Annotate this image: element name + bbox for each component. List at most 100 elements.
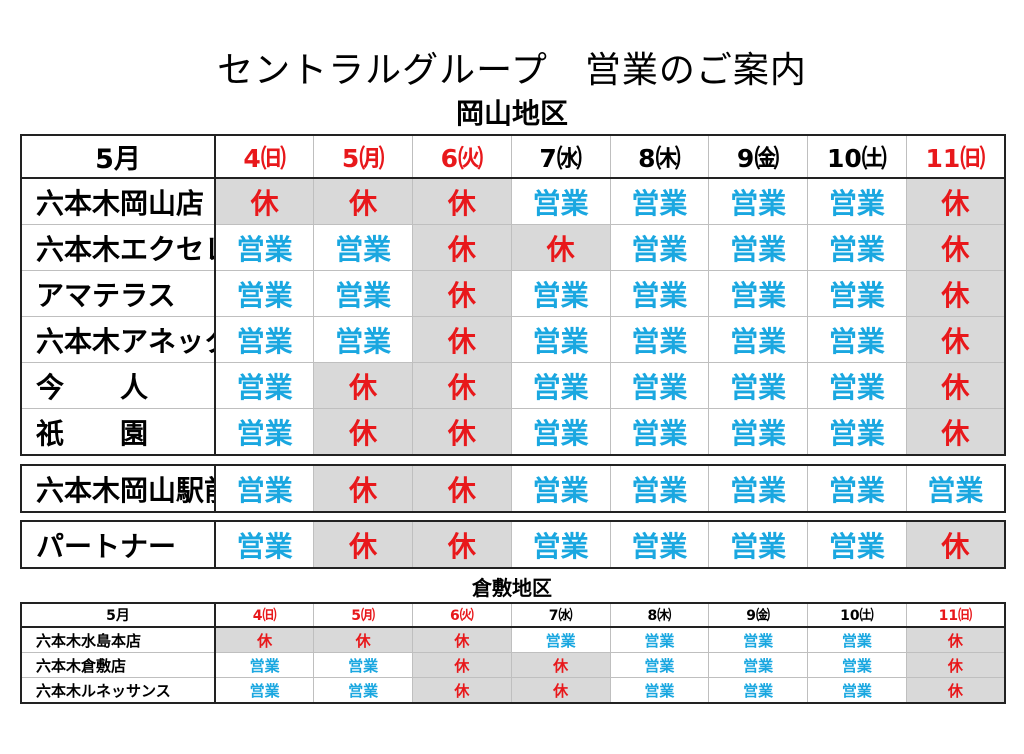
okayama-status-cell: 営業: [708, 270, 808, 317]
kurashiki-status-cell: 営業: [807, 626, 907, 653]
okayama-status-cell: 営業: [215, 408, 315, 455]
okayama-status-cell: 休: [313, 408, 413, 455]
okayama-day-header: 7㈬: [511, 135, 611, 179]
okayama-status-cell: 営業: [610, 177, 710, 225]
page-title: セントラルグループ 営業のご案内: [217, 50, 807, 91]
okayama-store-row: 六本木エクセレント営業営業休休営業営業営業休: [21, 224, 1006, 271]
kurashiki-status-cell: 休: [412, 677, 512, 703]
kurashiki-status-cell: 休: [906, 626, 1006, 653]
kurashiki-status-cell: 営業: [215, 677, 315, 703]
okayama-status-cell: 営業: [511, 316, 611, 363]
okayama-status-cell: 休: [906, 270, 1006, 317]
okayama-status-cell: 営業: [610, 362, 710, 409]
okayama-partner-status-cell: 営業: [610, 521, 710, 568]
okayama-status-cell: 営業: [708, 362, 808, 409]
okayama-ekimae-status-cell: 営業: [511, 465, 611, 512]
kurashiki-day-header: 9㈮: [708, 603, 808, 628]
kurashiki-header-row: 5月 4㈰ 5㈪ 6㈫ 7㈬ 8㈭ 9㈮ 10㈯ 11㈰: [21, 603, 1006, 628]
kurashiki-status-cell: 営業: [708, 652, 808, 678]
okayama-day-header: 10㈯: [807, 135, 907, 179]
okayama-partner-store-row: パートナー 営業休休営業 営業 営業 営業休: [21, 521, 1006, 568]
kurashiki-status-cell: 休: [215, 626, 315, 653]
okayama-store-name: 六本木アネックス: [21, 316, 216, 363]
okayama-status-cell: 休: [412, 177, 512, 225]
okayama-ekimae-status-cell: 営業: [610, 465, 710, 512]
okayama-status-cell: 営業: [313, 316, 413, 363]
okayama-status-cell: 休: [906, 362, 1006, 409]
okayama-partner-status-cell: 休: [313, 521, 413, 568]
okayama-schedule-table: 5月 4㈰ 5㈪ 6㈫ 7㈬ 8㈭ 9㈮ 10㈯ 11㈰ 六本木岡山店休休休営業 営業 営業 営業休六本…: [20, 134, 1006, 456]
kurashiki-status-cell: 休: [906, 677, 1006, 703]
kurashiki-status-cell: 休: [511, 652, 611, 678]
okayama-partner-table: パートナー 営業休休営業 営業 営業 営業休: [20, 520, 1006, 569]
okayama-store-name: 祇 園: [21, 408, 216, 455]
okayama-partner-status-cell: 営業: [215, 521, 315, 568]
okayama-store-row: 六本木アネックス営業営業休営業営業営業営業休: [21, 316, 1006, 363]
okayama-status-cell: 営業: [313, 224, 413, 271]
okayama-status-cell: 休: [906, 177, 1006, 225]
okayama-status-cell: 営業: [708, 224, 808, 271]
okayama-status-cell: 営業: [807, 177, 907, 225]
kurashiki-store-name: 六本木倉敷店: [21, 652, 216, 678]
okayama-status-cell: 休: [412, 224, 512, 271]
okayama-partner-status-cell: 休: [412, 521, 512, 568]
okayama-status-cell: 営業: [215, 316, 315, 363]
okayama-status-cell: 営業: [610, 224, 710, 271]
kurashiki-status-cell: 営業: [708, 626, 808, 653]
kurashiki-status-cell: 営業: [511, 626, 611, 653]
kurashiki-day-header: 4㈰: [215, 603, 315, 628]
okayama-day-header: 4㈰: [215, 135, 315, 179]
okayama-status-cell: 休: [412, 316, 512, 363]
okayama-status-cell: 営業: [610, 316, 710, 363]
kurashiki-status-cell: 営業: [313, 652, 413, 678]
okayama-status-cell: 営業: [215, 362, 315, 409]
kurashiki-day-header: 11㈰: [906, 603, 1006, 628]
kurashiki-status-cell: 休: [412, 652, 512, 678]
okayama-ekimae-store-row: 六本木岡山駅前 営業休休営業 営業 営業 営業 営業: [21, 465, 1006, 512]
okayama-status-cell: 休: [906, 408, 1006, 455]
okayama-status-cell: 営業: [313, 270, 413, 317]
okayama-status-cell: 休: [412, 362, 512, 409]
okayama-store-name: 今 人: [21, 362, 216, 409]
kurashiki-region-heading: 倉敷地区: [472, 576, 552, 600]
okayama-day-header: 6㈫: [412, 135, 512, 179]
kurashiki-status-cell: 営業: [313, 677, 413, 703]
kurashiki-status-cell: 営業: [610, 652, 710, 678]
okayama-ekimae-status-cell: 営業: [215, 465, 315, 512]
kurashiki-status-cell: 営業: [708, 677, 808, 703]
okayama-store-row: 今 人営業休休営業 営業 営業 営業休: [21, 362, 1006, 409]
okayama-status-cell: 営業: [807, 316, 907, 363]
kurashiki-store-row: 六本木倉敷店 営業 営業休休営業 営業 営業休: [21, 652, 1006, 678]
kurashiki-status-cell: 休: [511, 677, 611, 703]
okayama-status-cell: 休: [215, 177, 315, 225]
okayama-day-header: 5㈪: [313, 135, 413, 179]
okayama-status-cell: 営業: [708, 177, 808, 225]
okayama-status-cell: 営業: [215, 270, 315, 317]
okayama-ekimae-status-cell: 休: [412, 465, 512, 512]
kurashiki-store-name: 六本木ルネッサンス: [21, 677, 216, 703]
okayama-status-cell: 営業: [807, 408, 907, 455]
okayama-status-cell: 営業: [708, 408, 808, 455]
okayama-status-cell: 営業: [610, 270, 710, 317]
okayama-store-name: 六本木エクセレント: [21, 224, 216, 271]
okayama-day-header: 8㈭: [610, 135, 710, 179]
okayama-status-cell: 休: [906, 316, 1006, 363]
kurashiki-store-row: 六本木水島本店休休休営業 営業 営業 営業休: [21, 626, 1006, 653]
okayama-status-cell: 営業: [511, 177, 611, 225]
okayama-status-cell: 休: [412, 408, 512, 455]
kurashiki-status-cell: 休: [906, 652, 1006, 678]
okayama-partner-store-name: パートナー: [21, 521, 216, 568]
okayama-partner-status-cell: 休: [906, 521, 1006, 568]
okayama-status-cell: 営業: [511, 270, 611, 317]
okayama-status-cell: 営業: [215, 224, 315, 271]
kurashiki-status-cell: 営業: [610, 626, 710, 653]
kurashiki-day-header: 7㈬: [511, 603, 611, 628]
okayama-store-name: 六本木岡山店: [21, 177, 216, 225]
okayama-status-cell: 休: [313, 177, 413, 225]
kurashiki-store-row: 六本木ルネッサンス 営業 営業休休営業 営業 営業休: [21, 677, 1006, 703]
kurashiki-status-cell: 営業: [807, 652, 907, 678]
okayama-ekimae-status-cell: 営業: [807, 465, 907, 512]
okayama-month-label: 5月: [21, 135, 216, 179]
kurashiki-day-header: 10㈯: [807, 603, 907, 628]
okayama-status-cell: 営業: [511, 362, 611, 409]
